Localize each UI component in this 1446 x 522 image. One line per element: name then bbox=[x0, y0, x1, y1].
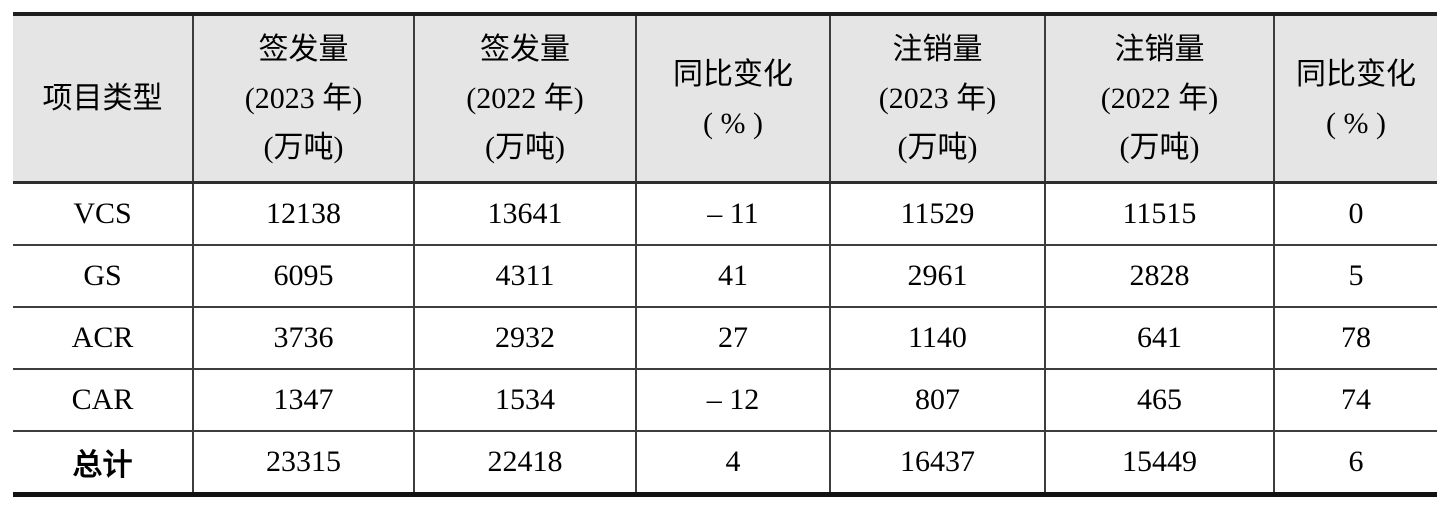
table-cell: 11515 bbox=[1044, 182, 1274, 246]
table-cell: 1140 bbox=[829, 307, 1045, 370]
row-label: GS bbox=[13, 245, 193, 308]
header-line: (万吨) bbox=[485, 131, 565, 164]
table-cell: 78 bbox=[1273, 307, 1437, 370]
table-row-acr: ACR 3736 2932 27 1140 641 78 bbox=[13, 307, 1437, 370]
table-row-total: 总计 23315 22418 4 16437 15449 6 bbox=[13, 431, 1437, 495]
table-cell: 2961 bbox=[829, 245, 1045, 308]
table-cell: 11529 bbox=[829, 182, 1045, 246]
column-header-issued-2022: 签发量 (2022 年) (万吨) bbox=[413, 14, 636, 184]
row-label-total: 总计 bbox=[13, 431, 193, 495]
header-line: 签发量 bbox=[258, 33, 349, 66]
table-cell: 0 bbox=[1273, 182, 1437, 246]
column-header-cancelled-yoy-change: 同比变化 ( % ) bbox=[1273, 14, 1437, 184]
header-line: 项目类型 bbox=[42, 82, 163, 115]
header-line: 注销量 bbox=[892, 33, 983, 66]
table-cell: 2828 bbox=[1044, 245, 1274, 308]
row-label: CAR bbox=[13, 369, 193, 432]
column-header-cancelled-2023: 注销量 (2023 年) (万吨) bbox=[829, 14, 1045, 184]
table-row-vcs: VCS 12138 13641 – 11 11529 11515 0 bbox=[13, 182, 1437, 246]
column-header-cancelled-2022: 注销量 (2022 年) (万吨) bbox=[1044, 14, 1274, 184]
header-line: (2022 年) bbox=[466, 82, 584, 115]
table-cell: 27 bbox=[635, 307, 830, 370]
table-cell: 2932 bbox=[413, 307, 636, 370]
table-cell: 1347 bbox=[192, 369, 414, 432]
table-header: 项目类型 签发量 (2023 年) (万吨) 签发量 (2022 年) (万吨)… bbox=[13, 14, 1437, 184]
header-line: 同比变化 bbox=[1296, 57, 1416, 91]
header-line: ( % ) bbox=[703, 106, 763, 140]
table-cell: 16437 bbox=[829, 431, 1045, 495]
table-cell: – 11 bbox=[635, 182, 830, 246]
table-cell: 6 bbox=[1273, 431, 1437, 495]
row-label: VCS bbox=[13, 182, 193, 246]
table-cell: 807 bbox=[829, 369, 1045, 432]
table-cell: 6095 bbox=[192, 245, 414, 308]
header-line: (万吨) bbox=[897, 131, 978, 164]
table-row-car: CAR 1347 1534 – 12 807 465 74 bbox=[13, 369, 1437, 432]
header-line: (2022 年) bbox=[1100, 82, 1219, 115]
header-line: 注销量 bbox=[1114, 33, 1205, 66]
table-cell: 465 bbox=[1044, 369, 1274, 432]
table-cell: 22418 bbox=[413, 431, 636, 495]
header-line: ( % ) bbox=[1326, 106, 1386, 140]
header-line: (万吨) bbox=[263, 131, 344, 164]
header-line: (2023 年) bbox=[244, 82, 363, 115]
data-table-container: 项目类型 签发量 (2023 年) (万吨) 签发量 (2022 年) (万吨)… bbox=[13, 12, 1437, 497]
table-body: VCS 12138 13641 – 11 11529 11515 0 GS 60… bbox=[13, 182, 1437, 495]
table-cell: 13641 bbox=[413, 182, 636, 246]
table-cell: 4 bbox=[635, 431, 830, 495]
emissions-credit-table: 项目类型 签发量 (2023 年) (万吨) 签发量 (2022 年) (万吨)… bbox=[13, 12, 1437, 497]
column-header-project-type: 项目类型 bbox=[13, 14, 193, 184]
row-label: ACR bbox=[13, 307, 193, 370]
column-header-issued-yoy-change: 同比变化 ( % ) bbox=[635, 14, 830, 184]
table-cell: 641 bbox=[1044, 307, 1274, 370]
table-cell: 12138 bbox=[192, 182, 414, 246]
table-cell: 74 bbox=[1273, 369, 1437, 432]
table-cell: 1534 bbox=[413, 369, 636, 432]
table-row-gs: GS 6095 4311 41 2961 2828 5 bbox=[13, 245, 1437, 308]
header-line: (万吨) bbox=[1119, 131, 1200, 164]
header-row: 项目类型 签发量 (2023 年) (万吨) 签发量 (2022 年) (万吨)… bbox=[13, 14, 1437, 184]
table-cell: 3736 bbox=[192, 307, 414, 370]
header-line: (2023 年) bbox=[878, 82, 997, 115]
table-cell: 4311 bbox=[413, 245, 636, 308]
table-cell: 41 bbox=[635, 245, 830, 308]
header-line: 签发量 bbox=[480, 33, 570, 66]
table-cell: 5 bbox=[1273, 245, 1437, 308]
table-cell: 15449 bbox=[1044, 431, 1274, 495]
header-line: 同比变化 bbox=[673, 57, 793, 91]
table-cell: 23315 bbox=[192, 431, 414, 495]
table-cell: – 12 bbox=[635, 369, 830, 432]
column-header-issued-2023: 签发量 (2023 年) (万吨) bbox=[192, 14, 414, 184]
